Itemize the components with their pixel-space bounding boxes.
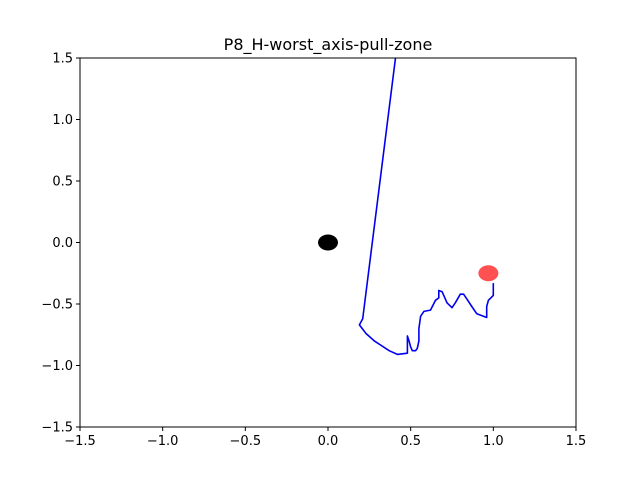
x-tick-label: 1.0 [483, 434, 504, 449]
y-tick-label: 1.0 [52, 113, 73, 128]
x-tick-label: −1.5 [64, 434, 96, 449]
marker-target [478, 265, 498, 281]
x-tick-label: −0.5 [230, 434, 262, 449]
x-tick-label: −1.0 [147, 434, 179, 449]
y-tick-label: −1.0 [41, 359, 73, 374]
x-axis: −1.5 −1.0 −0.5 0.0 0.5 1.0 1.5 [64, 427, 586, 449]
y-tick-label: −1.5 [41, 421, 73, 436]
x-tick-label: 0.5 [400, 434, 421, 449]
x-tick-label: 1.5 [566, 434, 587, 449]
y-axis: −1.5 −1.0 −0.5 0.0 0.5 1.0 1.5 [41, 52, 80, 436]
y-tick-label: 1.5 [52, 52, 73, 67]
y-tick-label: 0.0 [52, 236, 73, 251]
y-tick-label: 0.5 [52, 175, 73, 190]
series-line-trajectory [359, 56, 493, 355]
chart-title: P8_H-worst_axis-pull-zone [224, 35, 433, 55]
y-tick-label: −0.5 [41, 298, 73, 313]
marker-origin [318, 235, 338, 251]
x-tick-label: 0.0 [318, 434, 339, 449]
plot-area [318, 56, 498, 355]
